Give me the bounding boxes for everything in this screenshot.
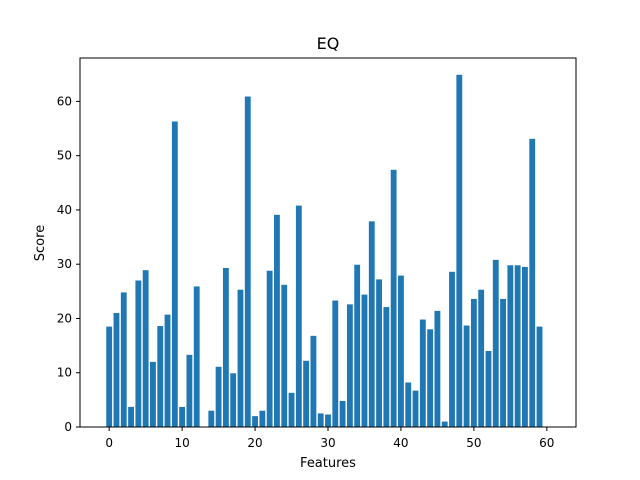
bar-38 bbox=[383, 307, 390, 427]
x-tick-label-30: 30 bbox=[320, 436, 335, 450]
chart-title: EQ bbox=[317, 34, 340, 53]
bar-39 bbox=[390, 169, 397, 428]
bar-25 bbox=[288, 392, 295, 427]
bar-8 bbox=[164, 314, 171, 427]
bar-21 bbox=[259, 410, 266, 427]
bar-0 bbox=[106, 326, 113, 427]
bar-48 bbox=[456, 74, 463, 427]
bar-51 bbox=[478, 289, 485, 427]
bar-42 bbox=[412, 390, 419, 427]
bar-49 bbox=[463, 325, 470, 427]
bar-58 bbox=[529, 138, 536, 427]
y-tick-label-60: 60 bbox=[57, 94, 72, 108]
bar-27 bbox=[303, 360, 310, 427]
x-tick-label-20: 20 bbox=[247, 436, 262, 450]
bar-53 bbox=[492, 259, 499, 427]
bar-29 bbox=[317, 413, 324, 427]
x-tick-label-40: 40 bbox=[393, 436, 408, 450]
bar-5 bbox=[142, 270, 149, 427]
bar-9 bbox=[171, 121, 178, 428]
bar-1 bbox=[113, 313, 120, 427]
bar-47 bbox=[449, 271, 455, 427]
bar-52 bbox=[485, 351, 492, 427]
bar-50 bbox=[470, 298, 477, 427]
bar-45 bbox=[434, 310, 441, 427]
x-tick-label-60: 60 bbox=[539, 436, 554, 450]
bar-55 bbox=[507, 265, 514, 427]
bar-11 bbox=[186, 354, 193, 427]
bar-20 bbox=[252, 416, 258, 427]
bar-31 bbox=[332, 300, 339, 427]
bar-57 bbox=[522, 266, 528, 427]
y-tick-label-10: 10 bbox=[57, 366, 72, 380]
bar-30 bbox=[325, 414, 331, 427]
bar-12 bbox=[193, 286, 200, 427]
bar-59 bbox=[536, 326, 543, 427]
bar-37 bbox=[376, 279, 382, 427]
x-tick-label-0: 0 bbox=[105, 436, 113, 450]
bar-3 bbox=[128, 406, 134, 427]
bar-15 bbox=[215, 366, 222, 427]
y-tick-label-20: 20 bbox=[57, 311, 72, 325]
bar-34 bbox=[354, 264, 361, 427]
bar-16 bbox=[222, 268, 229, 427]
bar-32 bbox=[339, 400, 346, 427]
y-tick-label-0: 0 bbox=[64, 420, 72, 434]
bar-46 bbox=[441, 421, 448, 427]
bar-36 bbox=[368, 221, 375, 427]
bar-43 bbox=[419, 319, 426, 427]
bar-33 bbox=[346, 304, 353, 427]
bar-41 bbox=[405, 382, 412, 427]
bar-40 bbox=[398, 275, 404, 427]
bar-28 bbox=[310, 335, 317, 427]
bar-35 bbox=[361, 294, 368, 427]
y-tick-label-30: 30 bbox=[57, 257, 72, 271]
bar-7 bbox=[157, 326, 164, 427]
bar-44 bbox=[427, 329, 434, 427]
x-tick-label-50: 50 bbox=[466, 436, 481, 450]
bar-19 bbox=[244, 96, 251, 427]
bar-22 bbox=[266, 270, 273, 427]
x-tick-label-10: 10 bbox=[174, 436, 189, 450]
bar-2 bbox=[120, 292, 127, 427]
x-axis-label: Features bbox=[300, 456, 356, 471]
y-tick-label-40: 40 bbox=[57, 203, 72, 217]
bar-56 bbox=[514, 265, 521, 427]
bar-17 bbox=[230, 373, 237, 427]
bar-23 bbox=[274, 214, 280, 427]
bar-6 bbox=[150, 361, 156, 427]
bar-4 bbox=[135, 280, 142, 427]
bar-24 bbox=[281, 284, 288, 427]
y-axis-label: Score bbox=[33, 225, 48, 261]
bar-10 bbox=[179, 406, 186, 427]
x-ticks-group: 0 10 20 30 40 50 60 bbox=[105, 427, 554, 450]
bar-54 bbox=[500, 298, 506, 427]
y-tick-label-50: 50 bbox=[57, 149, 72, 163]
bar-14 bbox=[208, 410, 215, 427]
y-ticks-group: 0 10 20 30 40 50 60 bbox=[57, 94, 80, 434]
bar-18 bbox=[237, 289, 244, 427]
bars-group bbox=[106, 74, 543, 428]
bar-26 bbox=[295, 205, 302, 427]
